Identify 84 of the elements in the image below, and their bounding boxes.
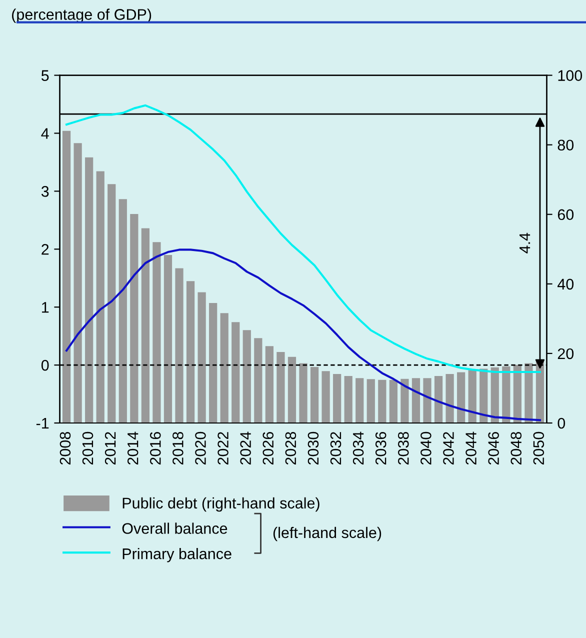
x-tick-label: 2012	[104, 432, 116, 465]
chart-title: (percentage of GDP)	[12, 8, 152, 23]
x-tick-label: 2042	[443, 432, 454, 465]
y2-tick-label: 20	[558, 348, 574, 360]
bar	[108, 184, 116, 423]
legend-label: Overall balance	[122, 522, 228, 534]
x-tick-label: 2028	[285, 432, 296, 465]
x-tick-label: 2040	[420, 432, 432, 465]
x-tick-label: 2022	[218, 432, 228, 465]
bar	[400, 378, 409, 423]
x-tick-label: 2046	[488, 432, 499, 465]
bar	[96, 171, 104, 423]
bar	[254, 338, 262, 423]
bar	[468, 370, 476, 423]
bar	[412, 378, 420, 423]
y-tick-label: 5	[41, 70, 49, 81]
bar	[299, 363, 308, 423]
y2-tick-label: 100	[558, 70, 582, 81]
bar	[152, 242, 161, 423]
annotation: 4.4	[520, 232, 530, 254]
bar	[130, 214, 138, 423]
y-tick-label: 4	[41, 128, 49, 139]
x-tick-label: 2016	[150, 432, 161, 465]
bar	[175, 268, 184, 423]
bar	[276, 352, 285, 423]
x-tick-label: 2038	[398, 432, 409, 465]
bar	[389, 380, 398, 423]
bar	[502, 366, 510, 423]
bar	[344, 376, 352, 423]
bar	[446, 374, 454, 423]
bar	[457, 372, 466, 423]
bar	[333, 374, 342, 423]
bar	[490, 367, 499, 423]
y-tick-label: 1	[42, 302, 49, 313]
bar	[288, 356, 296, 423]
text: (left-hand scale)	[273, 526, 382, 542]
bar	[265, 346, 274, 423]
x-tick-label: 2048	[510, 432, 522, 465]
bar	[480, 368, 488, 423]
legend-label: Primary balance	[122, 548, 232, 562]
x-tick-label: 2010	[82, 432, 94, 465]
x-tick-label: 2050	[533, 432, 544, 465]
bar	[232, 322, 240, 423]
bar	[118, 199, 127, 423]
x-tick-label: 2018	[172, 432, 184, 465]
bar	[242, 330, 251, 423]
bar	[198, 292, 206, 423]
y-tick-label: 0	[41, 360, 49, 371]
bar	[423, 378, 432, 423]
y-tick-label: 2	[42, 244, 49, 255]
bar	[322, 371, 330, 423]
bar	[85, 157, 94, 423]
x-tick-label: 2014	[127, 432, 138, 465]
bar	[366, 379, 375, 423]
x-tick-label: 2008	[60, 432, 71, 465]
bar	[434, 376, 443, 423]
y2-tick-label: 0	[558, 418, 566, 429]
x-tick-label: 2024	[240, 432, 251, 465]
bar	[524, 363, 533, 423]
bar	[74, 143, 82, 423]
legend-label: Public debt (right-hand scale)	[122, 497, 320, 512]
x-tick-label: 2032	[330, 432, 342, 465]
y2-tick-label: 80	[558, 140, 574, 151]
x-tick-label: 2044	[466, 432, 476, 465]
bar	[141, 228, 150, 423]
bar	[310, 367, 319, 423]
y2-tick-label: 60	[558, 209, 574, 220]
bar	[356, 378, 364, 423]
x-tick-label: 2034	[352, 432, 364, 465]
y-tick-label: 3	[41, 186, 49, 197]
bar	[164, 255, 172, 423]
bar	[220, 313, 228, 423]
bar	[513, 364, 522, 423]
bar	[62, 130, 71, 423]
y-tick-label: -1	[36, 418, 49, 429]
x-tick-label: 2020	[195, 432, 206, 465]
x-tick-label: 2026	[262, 432, 274, 465]
x-tick-label: 2030	[308, 432, 319, 465]
bar	[378, 380, 386, 423]
bar	[186, 281, 195, 423]
line-series	[65, 104, 542, 374]
y2-tick-label: 40	[558, 278, 574, 290]
bar	[209, 303, 218, 423]
x-tick-label: 2036	[375, 432, 386, 465]
